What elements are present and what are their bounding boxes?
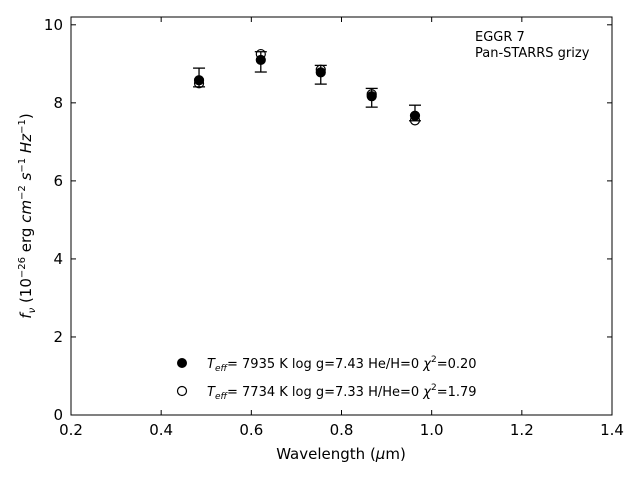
y-axis-title: fν (10−26 erg cm−2 s−1 Hz−1)	[17, 113, 38, 318]
x-tick-label: 1.4	[600, 421, 624, 439]
model-point-open	[315, 64, 326, 75]
y-tick-label: 0	[53, 406, 63, 424]
plot-frame	[70, 16, 613, 416]
y-tick-label: 10	[44, 16, 63, 34]
annotation-object-name: EGGR 7	[475, 30, 525, 45]
y-tick-label: 8	[53, 94, 63, 112]
error-bars	[193, 51, 421, 122]
y-tick-label: 2	[53, 328, 63, 346]
x-tick-label: 0.6	[239, 421, 263, 439]
x-tick-label: 0.4	[149, 421, 173, 439]
model-point-filled	[315, 67, 326, 78]
model-point-filled	[193, 75, 205, 86]
x-tick-label: 0.2	[59, 421, 83, 439]
legend-text-2: Teff= 7734 K log g=7.33 H/He=0 χ2=1.79	[207, 383, 477, 402]
model-point-open	[366, 89, 377, 100]
legend-marker-open	[176, 385, 188, 397]
legend-text-1: Teff= 7935 K log g=7.43 He/H=0 χ2=0.20	[207, 355, 477, 374]
ticks: 0.2 0.4 0.6 0.8 1.0 1.2 1.4 0 2 4 6 8 10	[44, 16, 624, 439]
x-tick-label: 1.0	[420, 421, 444, 439]
legend: Teff= 7935 K log g=7.43 He/H=0 χ2=0.20 T…	[176, 355, 477, 402]
y-tick-label: 6	[53, 172, 63, 190]
model-point-open	[409, 115, 421, 126]
legend-marker-filled	[177, 358, 187, 368]
plot-area	[70, 16, 613, 416]
x-tick-label: 1.2	[510, 421, 534, 439]
y-tick-label: 4	[53, 250, 63, 268]
annotation-survey: Pan-STARRS grizy	[475, 46, 590, 61]
markers	[193, 48, 421, 126]
x-axis-title: Wavelength (μm)	[276, 445, 406, 463]
x-tick-label: 0.8	[330, 421, 354, 439]
model-point-open	[193, 78, 205, 89]
model-point-open	[255, 48, 266, 60]
model-point-filled	[366, 91, 377, 102]
